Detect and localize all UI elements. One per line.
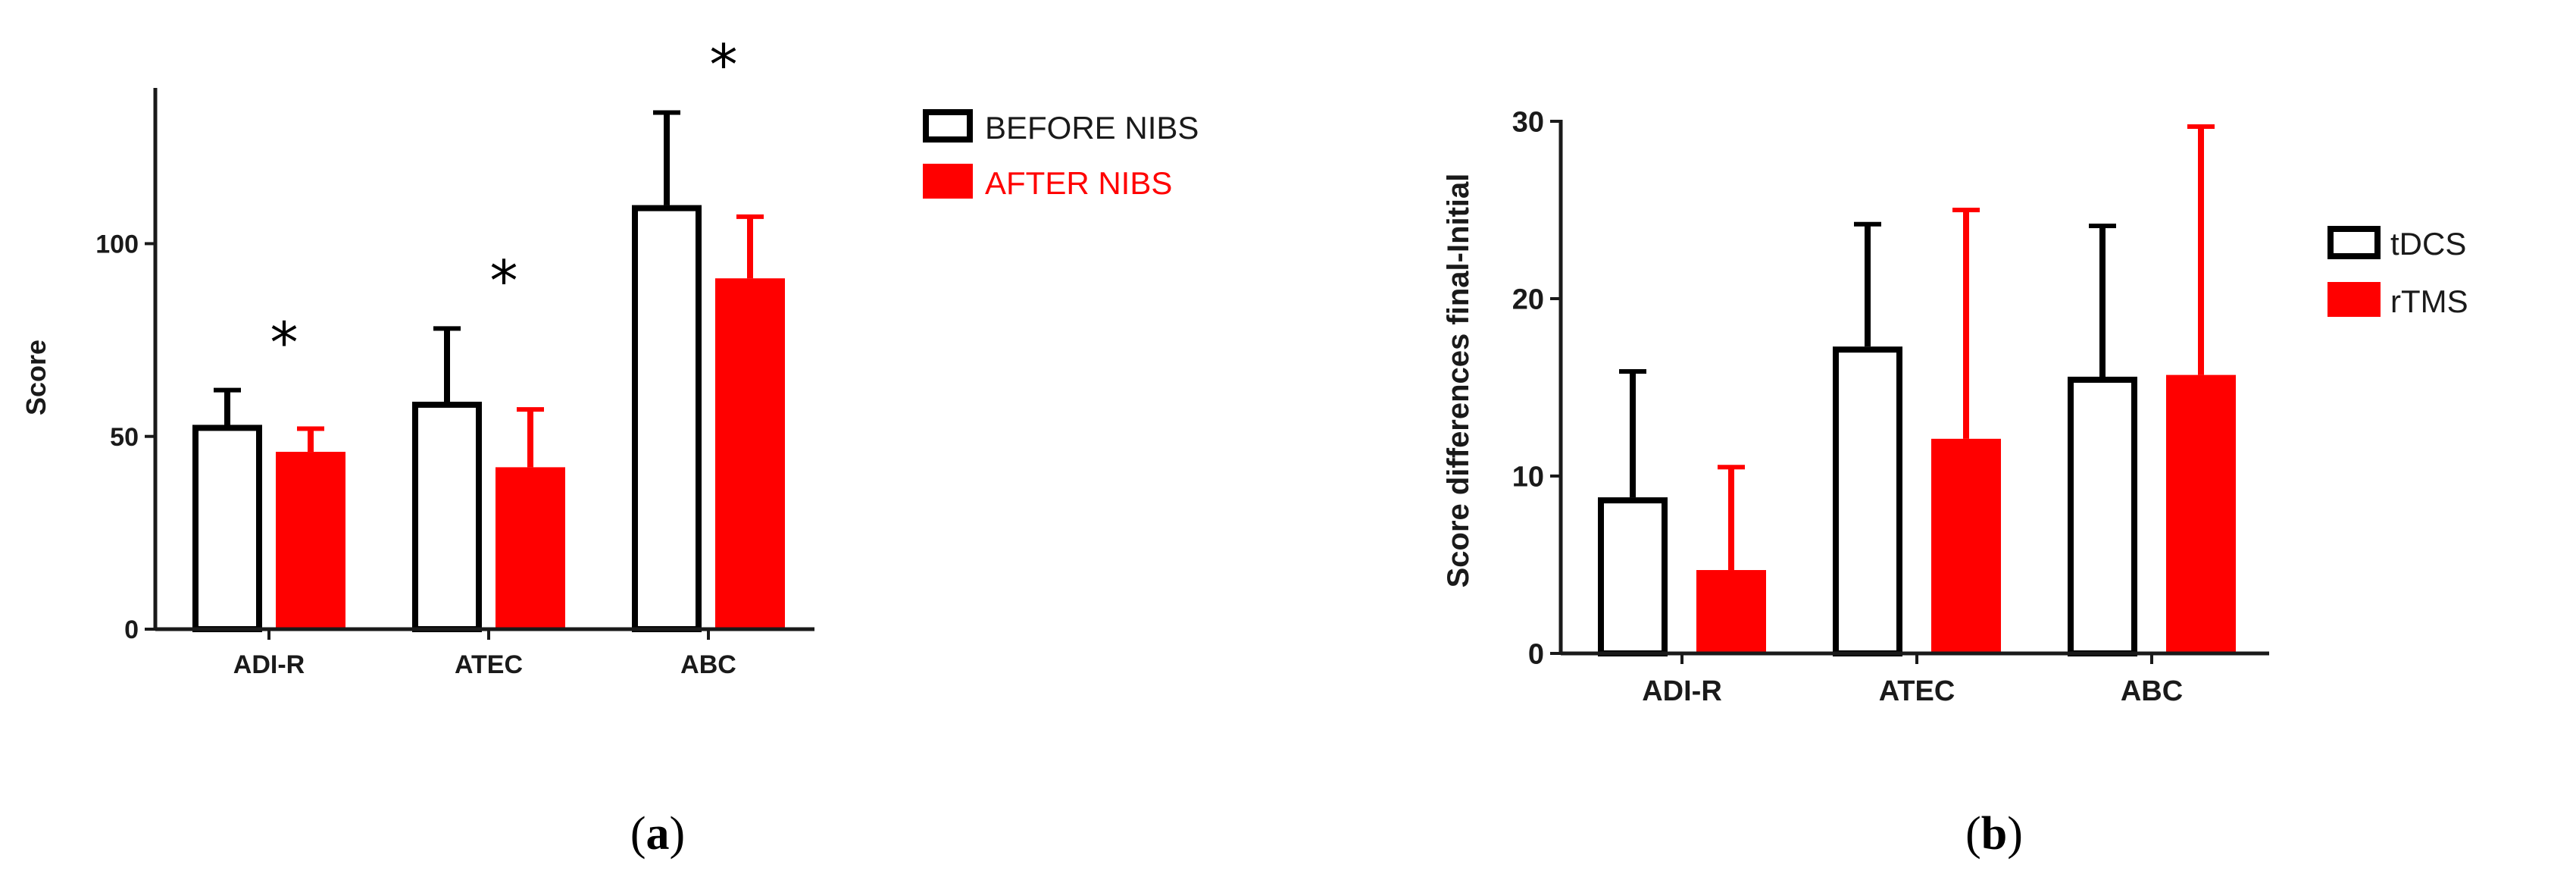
chart-panel-a: * * * 0 50 100 ADI-R ATEC ABC Score BEFORE NIB…	[20, 33, 1199, 860]
bar-after-nibs-atec	[496, 467, 565, 629]
chart-a-legend: BEFORE NIBS AFTER NIBS	[923, 109, 1199, 201]
x-tick-label-adi-r: ADI-R	[1642, 675, 1722, 707]
legend-label-rtms: rTMS	[2390, 284, 2468, 319]
chart-b-y-axis: 0 10 20 30	[1512, 107, 1563, 671]
legend-label-after-nibs: AFTER NIBS	[985, 165, 1172, 201]
bar-after-nibs-abc	[715, 278, 785, 629]
chart-b-x-axis: ADI-R ATEC ABC	[1561, 651, 2269, 707]
bar-after-nibs-adi-r	[276, 452, 345, 629]
bar-before-nibs-abc	[632, 205, 702, 633]
chart-a-y-ticks: 0 50 100	[95, 230, 155, 644]
chart-b-marks	[1598, 124, 2236, 657]
legend-swatch-after-nibs	[923, 164, 973, 199]
y-tick-label: 30	[1512, 107, 1544, 139]
chart-a-x-axis: ADI-R ATEC ABC	[155, 627, 814, 679]
bar-tdcs-abc	[2068, 376, 2137, 656]
chart-a-y-axis: 0 50 100	[95, 88, 158, 644]
chart-b-legend: tDCS rTMS	[2327, 226, 2468, 319]
significance-star-atec: *	[490, 249, 518, 314]
legend-label-tdcs: tDCS	[2390, 226, 2466, 262]
bar-rtms-abc	[2166, 374, 2236, 653]
chart-b-y-ticks: 0 10 20 30	[1512, 107, 1561, 671]
x-tick-label-abc: ABC	[2121, 675, 2183, 707]
y-tick-label: 100	[95, 230, 139, 259]
chart-a-marks: * * *	[192, 33, 785, 633]
x-tick-label-abc: ABC	[680, 650, 736, 679]
bar-tdcs-atec	[1833, 346, 1902, 656]
panel-label-a: (a)	[630, 808, 685, 860]
legend-label-before-nibs: BEFORE NIBS	[985, 110, 1199, 146]
legend-swatch-before-nibs	[923, 109, 973, 143]
bar-rtms-atec	[1931, 438, 2001, 653]
x-tick-label-atec: ATEC	[455, 650, 523, 679]
bar-rtms-adi-r	[1696, 570, 1766, 653]
bar-before-nibs-adi-r	[192, 424, 262, 632]
significance-star-adi-r: *	[270, 310, 299, 375]
panel-label-b: (b)	[1965, 808, 2023, 860]
legend-swatch-rtms	[2327, 282, 2381, 317]
chart-a-x-ticks: ADI-R ATEC ABC	[233, 629, 736, 679]
y-tick-label: 10	[1512, 462, 1544, 493]
chart-b-x-ticks: ADI-R ATEC ABC	[1642, 653, 2183, 707]
y-tick-label: 50	[110, 423, 139, 452]
chart-a-y-axis-title: Score	[20, 340, 52, 415]
chart-panel-b: 0 10 20 30 ADI-R ATEC ABC Score differences f…	[1442, 107, 2468, 860]
y-tick-label: 0	[1528, 639, 1544, 671]
x-tick-label-adi-r: ADI-R	[233, 650, 305, 679]
x-tick-label-atec: ATEC	[1879, 675, 1955, 707]
bar-before-nibs-atec	[412, 401, 482, 632]
bar-tdcs-adi-r	[1598, 497, 1668, 657]
significance-star-abc: *	[710, 33, 738, 98]
y-tick-label: 20	[1512, 284, 1544, 316]
y-tick-label: 0	[124, 616, 139, 644]
legend-swatch-tdcs	[2327, 226, 2381, 259]
chart-b-y-axis-title: Score differences final-Initial	[1442, 174, 1475, 588]
